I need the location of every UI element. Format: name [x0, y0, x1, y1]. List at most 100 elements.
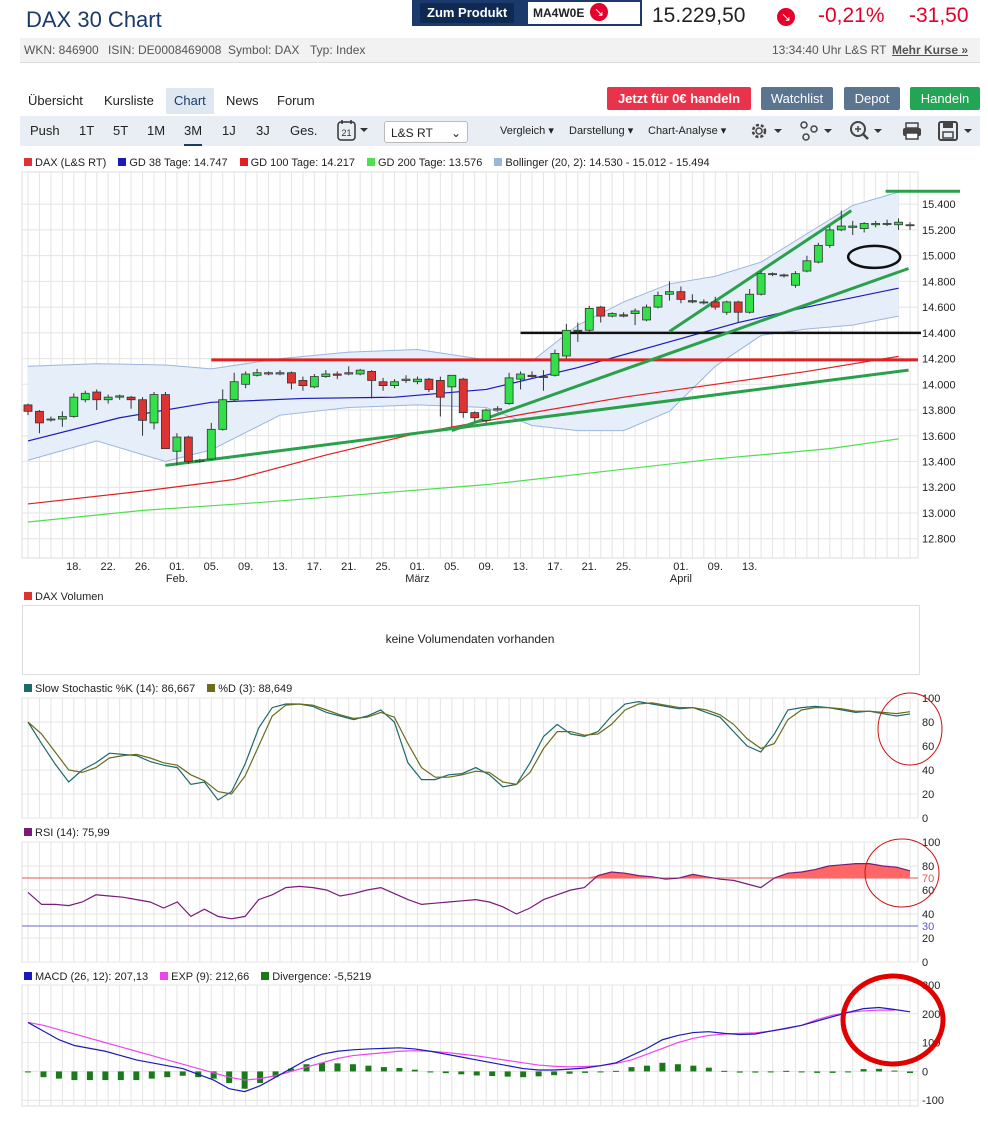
depot-button[interactable]: Depot	[844, 87, 900, 110]
gear-icon[interactable]	[748, 116, 788, 146]
candle	[241, 373, 251, 385]
divergence-bar	[349, 1064, 356, 1072]
candle	[676, 291, 686, 300]
tab-overview[interactable]: Übersicht	[28, 93, 83, 108]
x-tick-label: 05.	[204, 561, 219, 573]
legend-main-item[interactable]: GD 38 Tage: 14.747	[118, 157, 228, 169]
divergence-bar	[705, 1067, 712, 1072]
zum-produkt-button[interactable]: Zum Produkt	[420, 3, 515, 23]
range-3j[interactable]: 3J	[256, 123, 270, 138]
divergence-bar	[133, 1071, 140, 1081]
x-tick-label: 26.	[135, 561, 150, 573]
tab-news[interactable]: News	[226, 93, 259, 108]
legend-main-item[interactable]: GD 200 Tage: 13.576	[366, 157, 482, 169]
arrow-down-icon: ↘	[590, 3, 608, 21]
chart-analysis-menu[interactable]: Chart-Analyse ▾	[648, 125, 727, 137]
candle	[413, 378, 422, 383]
compare-menu[interactable]: Vergleich ▾	[500, 125, 554, 137]
divergence-bar	[659, 1062, 666, 1072]
tab-forum[interactable]: Forum	[277, 93, 315, 108]
candle	[745, 293, 755, 313]
print-icon[interactable]	[900, 116, 926, 146]
x-tick-label: 13.	[272, 561, 287, 573]
divergence-bar	[117, 1071, 124, 1081]
legend-swatch	[118, 158, 127, 166]
legend-rsi-item[interactable]: RSI (14): 75,99	[24, 827, 110, 839]
y-tick-label: 15.000	[922, 251, 956, 263]
tab-kursliste[interactable]: Kursliste	[104, 93, 154, 108]
legend-stoch-item[interactable]: %D (3): 88,649	[207, 683, 292, 695]
range-ges[interactable]: Ges.	[290, 123, 318, 138]
candle	[504, 377, 514, 405]
legend-macd-item[interactable]: MACD (26, 12): 207,13	[24, 971, 148, 983]
legend-main-item[interactable]: Bollinger (20, 2): 14.530 - 15.012 - 15.…	[494, 157, 710, 169]
legend-volume: DAX Volumen	[24, 591, 103, 603]
y-tick-label: 14.600	[922, 302, 956, 314]
wkn: WKN: 846900	[24, 43, 99, 57]
x-tick-label: 25.	[616, 561, 631, 573]
zoom-icon[interactable]	[846, 116, 888, 146]
candle	[848, 225, 858, 228]
legend-main: DAX (L&S RT) GD 38 Tage: 14.747 GD 100 Tag…	[24, 157, 722, 169]
x-tick-label: 13.	[742, 561, 757, 573]
candle	[69, 396, 79, 417]
chevron-down-icon: ⌄	[450, 126, 461, 140]
legend-main-label: Bollinger (20, 2): 14.530 - 15.012 - 15.…	[505, 157, 710, 169]
rsi-level-label: 70	[922, 873, 934, 885]
legend-macd-item[interactable]: Divergence: -5,5219	[261, 971, 371, 983]
display-menu[interactable]: Darstellung ▾	[569, 125, 634, 137]
legend-swatch	[24, 592, 32, 600]
legend-rsi: RSI (14): 75,99	[24, 827, 122, 839]
y-tick-label: 13.800	[922, 405, 956, 417]
candle	[23, 404, 33, 412]
range-1j[interactable]: 1J	[222, 123, 236, 138]
more-prices-link[interactable]: Mehr Kurse »	[892, 43, 969, 57]
x-tick-label: 01.	[673, 561, 688, 573]
indicator-icon[interactable]	[798, 116, 838, 146]
y-tick-label: 80	[922, 861, 934, 873]
divergence-bar	[783, 1070, 790, 1072]
calendar-icon[interactable]: 21	[336, 116, 370, 146]
annotation-ellipse	[877, 692, 943, 766]
annotation-ellipse	[846, 244, 902, 270]
watchlist-button[interactable]: Watchlist	[761, 87, 833, 110]
y-tick-label: 13.400	[922, 457, 956, 469]
y-tick-label: 13.200	[922, 482, 956, 494]
legend-macd-item[interactable]: EXP (9): 212,66	[160, 971, 249, 983]
legend-stoch-item[interactable]: Slow Stochastic %K (14): 86,667	[24, 683, 195, 695]
legend-main-label: GD 38 Tage: 14.747	[129, 157, 228, 169]
exchange-select[interactable]: L&S RT ⌄	[384, 121, 468, 143]
stochastic-line	[27, 700, 911, 801]
arrow-down-icon: ↘	[777, 8, 795, 26]
divergence-bar	[643, 1065, 650, 1072]
legend-main-item[interactable]: GD 100 Tage: 14.217	[239, 157, 355, 169]
legend-stoch-label: Slow Stochastic %K (14): 86,667	[35, 683, 196, 695]
candle	[298, 380, 308, 386]
legend-rsi-label: RSI (14): 75,99	[35, 827, 110, 839]
range-5t[interactable]: 5T	[113, 123, 129, 138]
range-push[interactable]: Push	[30, 123, 60, 138]
legend-main-label: GD 100 Tage: 14.217	[250, 157, 355, 169]
save-icon[interactable]	[936, 116, 978, 146]
range-1t[interactable]: 1T	[79, 123, 95, 138]
candle	[493, 408, 503, 411]
range-1m[interactable]: 1M	[147, 123, 166, 138]
legend-macd-label: MACD (26, 12): 207,13	[35, 971, 149, 983]
legend-macd-label: Divergence: -5,5219	[272, 971, 372, 983]
x-tick-label: 01.	[410, 561, 425, 573]
legend-swatch	[239, 158, 248, 166]
candle	[172, 436, 182, 452]
tab-chart[interactable]: Chart	[166, 88, 214, 114]
legend-main-item[interactable]: DAX (L&S RT)	[24, 157, 106, 169]
divergence-bar	[582, 1071, 589, 1073]
range-3m[interactable]: 3M	[184, 116, 203, 146]
month-label: April	[670, 573, 692, 585]
product-code[interactable]: MA4W0E	[528, 2, 640, 24]
trade-free-button[interactable]: Jetzt für 0€ handeln	[607, 87, 751, 110]
divergence-bar	[334, 1063, 341, 1072]
divergence-bar	[829, 1071, 836, 1073]
handeln-button[interactable]: Handeln	[910, 87, 980, 110]
candle	[630, 310, 640, 314]
candle	[149, 394, 159, 424]
